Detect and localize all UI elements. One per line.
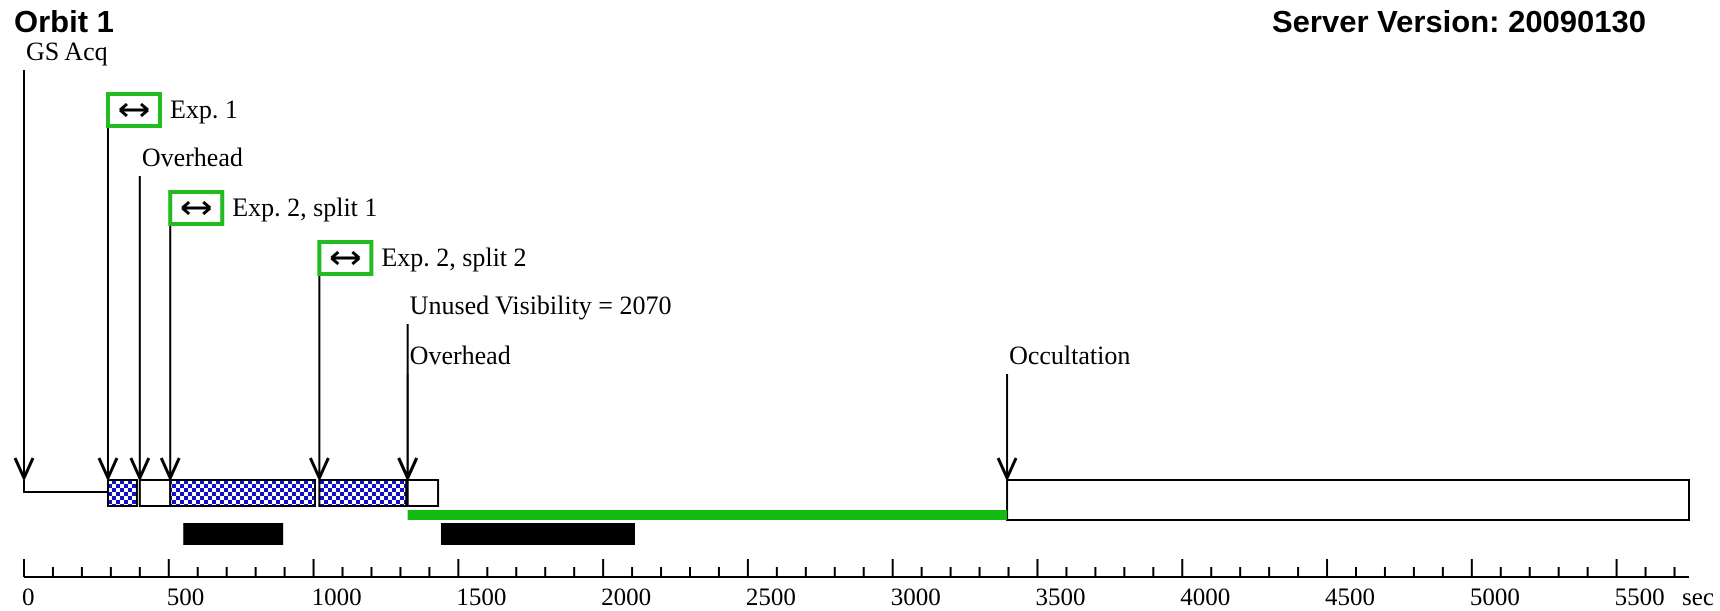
segment-exposure (169, 479, 317, 507)
event-arrow-icon (397, 457, 419, 482)
exposure-marker-icon (105, 92, 162, 128)
x-tick-label: 1500 (456, 584, 506, 611)
segment-occultation (1006, 479, 1690, 521)
server-version: Server Version: 20090130 (1272, 4, 1646, 39)
event-arrow-icon (308, 457, 330, 482)
event-label: GS Acq (26, 37, 108, 66)
double-arrow-icon (181, 200, 212, 216)
double-arrow-icon (330, 250, 361, 266)
double-arrow-icon (118, 102, 149, 118)
x-tick-label: 500 (167, 584, 205, 611)
data-bar (183, 523, 284, 545)
x-tick-label: 2000 (601, 584, 651, 611)
event-arrow-icon (996, 457, 1018, 482)
event-label: Exp. 1 (170, 95, 238, 124)
x-tick-label: 4000 (1180, 584, 1230, 611)
segment-overhead (406, 479, 440, 507)
x-tick-label: 5500 (1615, 584, 1665, 611)
orbit-title: Orbit 1 (14, 4, 114, 39)
event-arrow-icon (13, 457, 35, 482)
unused-visibility-bar (407, 510, 1008, 520)
x-tick-label: 3500 (1035, 584, 1085, 611)
x-tick-label: 2500 (746, 584, 796, 611)
event-label: Overhead (142, 143, 243, 172)
x-tick-label: 5000 (1470, 584, 1520, 611)
x-unit-label: sec (1682, 584, 1714, 611)
x-tick-label: 1000 (312, 584, 362, 611)
event-arrow-icon (97, 457, 119, 482)
x-tick-label: 0 (22, 584, 35, 611)
x-tick-label: 4500 (1325, 584, 1375, 611)
segment-overhead (138, 479, 172, 507)
event-label: Overhead (410, 341, 511, 370)
x-tick-label: 3000 (891, 584, 941, 611)
data-bar (440, 523, 635, 545)
event-label: Unused Visibility = 2070 (410, 291, 672, 320)
segment-exposure (106, 479, 138, 507)
event-label: Exp. 2, split 2 (381, 243, 526, 272)
event-arrow-icon (129, 457, 151, 482)
event-label: Occultation (1009, 341, 1130, 370)
event-arrow-icon (159, 457, 181, 482)
segment-exposure (318, 479, 408, 507)
segment-acquisition (23, 480, 108, 493)
event-label: Exp. 2, split 1 (232, 193, 377, 222)
